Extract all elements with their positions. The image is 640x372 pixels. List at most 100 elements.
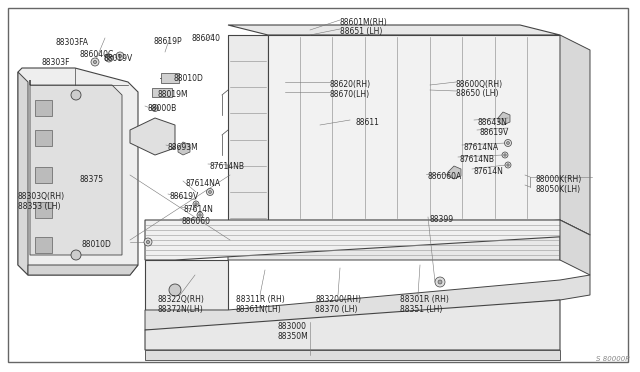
- Text: 88600Q(RH): 88600Q(RH): [456, 80, 503, 89]
- Polygon shape: [228, 159, 240, 172]
- Polygon shape: [228, 25, 560, 35]
- Text: 88350M: 88350M: [278, 332, 308, 341]
- Circle shape: [197, 212, 203, 218]
- Circle shape: [169, 284, 181, 296]
- Polygon shape: [18, 72, 28, 275]
- Text: 88353 (LH): 88353 (LH): [18, 202, 61, 211]
- Circle shape: [504, 154, 506, 156]
- Text: 88611: 88611: [355, 118, 379, 127]
- Text: 88000K(RH): 88000K(RH): [535, 175, 581, 184]
- Polygon shape: [35, 237, 52, 253]
- Text: 87614NB: 87614NB: [460, 155, 495, 164]
- Circle shape: [118, 54, 122, 58]
- Circle shape: [438, 280, 442, 284]
- Text: 886040: 886040: [191, 34, 220, 43]
- Circle shape: [435, 277, 445, 287]
- Circle shape: [199, 214, 201, 216]
- Polygon shape: [35, 100, 52, 116]
- Text: 87614N: 87614N: [183, 205, 213, 214]
- Text: 883000: 883000: [278, 322, 307, 331]
- Text: 88050K(LH): 88050K(LH): [535, 185, 580, 194]
- Text: 87614NA: 87614NA: [185, 179, 220, 188]
- Polygon shape: [560, 220, 590, 275]
- Polygon shape: [228, 35, 268, 245]
- Text: 88301R (RH): 88301R (RH): [400, 295, 449, 304]
- Text: 88372N(LH): 88372N(LH): [158, 305, 204, 314]
- Circle shape: [502, 152, 508, 158]
- Polygon shape: [498, 112, 510, 125]
- Text: 88399: 88399: [430, 215, 454, 224]
- Circle shape: [147, 240, 150, 244]
- Circle shape: [209, 190, 211, 193]
- Text: 88019M: 88019M: [157, 90, 188, 99]
- Polygon shape: [145, 275, 590, 330]
- Circle shape: [507, 142, 509, 144]
- Circle shape: [71, 90, 81, 100]
- Text: 886060: 886060: [182, 217, 211, 226]
- Circle shape: [154, 107, 156, 109]
- Text: 88619V: 88619V: [480, 128, 509, 137]
- Polygon shape: [30, 80, 122, 255]
- Text: 87614NB: 87614NB: [210, 162, 245, 171]
- Circle shape: [195, 203, 197, 205]
- Text: 88375: 88375: [80, 175, 104, 184]
- Text: 88670(LH): 88670(LH): [330, 90, 370, 99]
- Text: 88351 (LH): 88351 (LH): [400, 305, 442, 314]
- Text: 87614N: 87614N: [474, 167, 504, 176]
- Circle shape: [207, 189, 214, 196]
- Text: S 80000P: S 80000P: [596, 356, 630, 362]
- Text: 88010D: 88010D: [82, 240, 112, 249]
- Text: 88311R (RH): 88311R (RH): [236, 295, 285, 304]
- Bar: [152, 87, 172, 96]
- Polygon shape: [228, 220, 560, 260]
- Circle shape: [507, 164, 509, 166]
- Text: 88619V: 88619V: [170, 192, 199, 201]
- Text: 88650 (LH): 88650 (LH): [456, 89, 499, 98]
- Text: 88010D: 88010D: [173, 74, 203, 83]
- Text: 87614NA: 87614NA: [464, 143, 499, 152]
- Polygon shape: [560, 35, 590, 235]
- Text: 88019V: 88019V: [103, 54, 132, 63]
- Text: 88000B: 88000B: [147, 104, 176, 113]
- Text: 88601M(RH): 88601M(RH): [340, 18, 388, 27]
- Text: 88620(RH): 88620(RH): [330, 80, 371, 89]
- Polygon shape: [145, 300, 560, 350]
- Bar: [161, 73, 179, 83]
- Circle shape: [108, 57, 111, 60]
- Text: 886040C: 886040C: [80, 50, 115, 59]
- Text: 88303FA: 88303FA: [55, 38, 88, 47]
- Circle shape: [193, 201, 199, 207]
- Text: 886060A: 886060A: [428, 172, 462, 181]
- Circle shape: [504, 140, 511, 147]
- Polygon shape: [18, 68, 138, 275]
- Polygon shape: [28, 265, 138, 275]
- Polygon shape: [130, 118, 175, 155]
- Polygon shape: [268, 35, 560, 220]
- Polygon shape: [35, 167, 52, 183]
- Polygon shape: [145, 260, 228, 310]
- Text: 88693M: 88693M: [168, 143, 199, 152]
- Polygon shape: [35, 202, 52, 218]
- Circle shape: [93, 60, 97, 64]
- Polygon shape: [178, 142, 190, 155]
- Circle shape: [505, 162, 511, 168]
- Polygon shape: [448, 166, 461, 179]
- Text: 88651 (LH): 88651 (LH): [340, 27, 382, 36]
- Text: 88303F: 88303F: [42, 58, 70, 67]
- Text: 88619P: 88619P: [154, 37, 182, 46]
- Text: 88361N(LH): 88361N(LH): [236, 305, 282, 314]
- Text: 88643N: 88643N: [477, 118, 507, 127]
- Polygon shape: [145, 220, 590, 260]
- Circle shape: [91, 58, 99, 66]
- Circle shape: [105, 54, 113, 62]
- Circle shape: [116, 52, 124, 60]
- Text: 88303Q(RH): 88303Q(RH): [18, 192, 65, 201]
- Circle shape: [144, 238, 152, 246]
- Circle shape: [152, 105, 159, 112]
- Polygon shape: [145, 350, 560, 360]
- Polygon shape: [35, 130, 52, 146]
- Text: 88322Q(RH): 88322Q(RH): [158, 295, 205, 304]
- Text: 883200(RH): 883200(RH): [315, 295, 361, 304]
- Circle shape: [71, 250, 81, 260]
- Text: 88370 (LH): 88370 (LH): [315, 305, 358, 314]
